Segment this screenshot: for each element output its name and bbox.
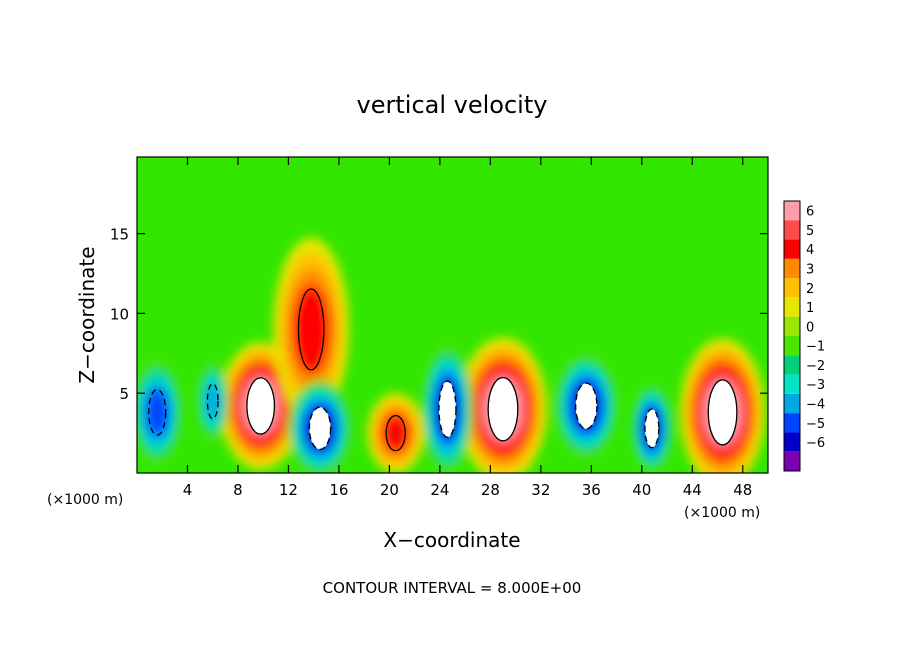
field-core-0 (246, 377, 275, 435)
field-core-5 (309, 407, 331, 450)
contour-2 (487, 376, 519, 442)
colorbar-segment-2 (784, 239, 800, 259)
field-band-10-4 (204, 381, 221, 421)
colorbar-label-2: 4 (806, 243, 814, 258)
colorbar-segment-8 (784, 355, 800, 375)
x-tick-label-32: 32 (531, 481, 550, 499)
x-tick-label-12: 12 (279, 481, 298, 499)
colorbar-label-5: 1 (806, 301, 814, 316)
field-core-8 (645, 409, 659, 448)
colorbar-label-4: 2 (806, 282, 814, 297)
colorbar-label-12: −6 (806, 436, 825, 451)
colorbar-label-11: −5 (806, 417, 825, 432)
colorbar-segment-13 (784, 451, 800, 471)
y-axis: 5 10 15 (110, 226, 768, 403)
contour-3 (707, 379, 738, 446)
colorbar-label-0: 6 (806, 205, 814, 220)
colorbar-segment-1 (784, 220, 800, 240)
colorbar-label-9: −3 (806, 378, 825, 393)
colorbar-segment-6 (784, 316, 800, 336)
contour-lines (148, 288, 738, 452)
x-tick-label-20: 20 (380, 481, 399, 499)
contour-5 (308, 406, 332, 451)
x-axis-label: X−coordinate (383, 528, 520, 552)
colorbar-segment-12 (784, 432, 800, 452)
plot-area (136, 156, 769, 474)
contour-1 (297, 288, 325, 371)
contour-10 (206, 382, 219, 420)
x-tick-label-40: 40 (632, 481, 651, 499)
contour-4 (385, 414, 406, 452)
x-tick-label-4: 4 (183, 481, 193, 499)
y-tick-label-10: 10 (110, 305, 129, 323)
colorbar-label-8: −2 (806, 359, 825, 374)
colorbar-frame (783, 200, 801, 472)
colorbar-segment-11 (784, 413, 800, 433)
x-axis-unit-right: (×1000 m) (684, 505, 760, 521)
colorbar-segment-5 (784, 297, 800, 317)
field-core-7 (575, 383, 597, 429)
field-band-9-5 (145, 388, 169, 437)
contour-6 (438, 380, 457, 438)
colorbar-segment-10 (784, 393, 800, 414)
field-band-1-4 (292, 284, 330, 375)
colorbar: 6 5 4 3 2 1 0 −1 −2 −3 −4 −5 −6 (783, 200, 825, 472)
contour-7 (575, 382, 598, 430)
contour-8 (644, 408, 660, 449)
colorbar-label-3: 3 (806, 263, 814, 278)
colorbar-segment-3 (784, 258, 800, 279)
colorbar-segment-4 (784, 278, 800, 298)
x-tick-label-36: 36 (582, 481, 601, 499)
field-core-3 (708, 379, 737, 445)
x-axis: 4 8 12 16 20 24 28 32 36 40 44 48 (183, 157, 752, 499)
field-core-6 (438, 381, 456, 438)
x-tick-label-28: 28 (481, 481, 500, 499)
contour-interval-footer: CONTOUR INTERVAL = 8.000E+00 (323, 579, 582, 597)
y-axis-label: Z−coordinate (75, 246, 99, 383)
x-tick-label-48: 48 (733, 481, 752, 499)
colorbar-segment-9 (784, 374, 800, 394)
colorbar-label-10: −4 (806, 398, 825, 413)
colorbar-label-1: 5 (806, 224, 814, 239)
colorbar-segment-7 (784, 336, 800, 356)
x-tick-label-16: 16 (329, 481, 348, 499)
chart-title: vertical velocity (357, 91, 548, 119)
plot-frame (136, 156, 769, 474)
x-tick-label-8: 8 (233, 481, 243, 499)
colorbar-segment-0 (784, 201, 800, 221)
contour-0 (246, 377, 276, 435)
field-core-2 (488, 377, 518, 441)
colorbar-label-6: 0 (806, 320, 814, 335)
y-tick-label-5: 5 (119, 385, 129, 403)
x-tick-label-24: 24 (430, 481, 449, 499)
colorbar-label-7: −1 (806, 340, 825, 355)
contour-9 (148, 388, 167, 436)
x-tick-label-44: 44 (683, 481, 702, 499)
y-tick-label-15: 15 (110, 226, 129, 244)
x-axis-unit-left: (×1000 m) (47, 492, 123, 508)
field-band-4-4 (381, 413, 410, 453)
